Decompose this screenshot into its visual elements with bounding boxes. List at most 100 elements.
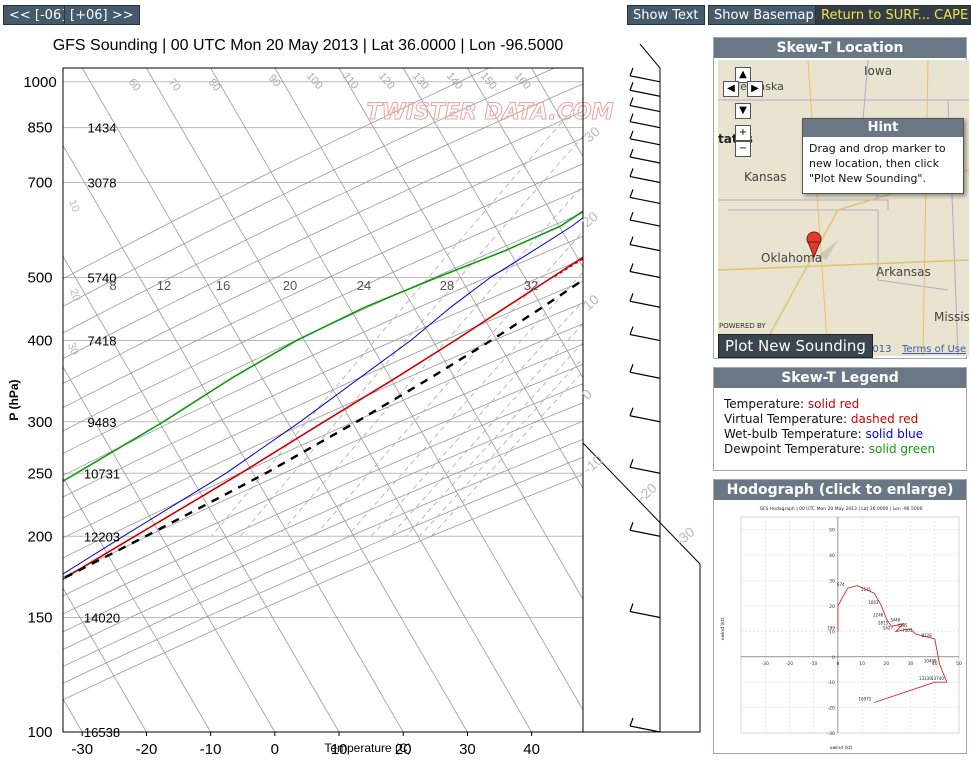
dry-adiabat-label: 80 — [206, 77, 223, 94]
wind-barb — [629, 156, 661, 164]
wind-barb-flag — [629, 82, 634, 91]
wind-barb-flag — [629, 211, 634, 221]
moist-adiabat-label: 0 — [579, 385, 595, 402]
dry-adiabat-line — [63, 402, 583, 633]
arrow-left-icon: ◀ — [727, 83, 735, 94]
legend-list: Temperature: solid red Virtual Temperatu… — [714, 388, 966, 466]
terms-of-use-link[interactable]: Terms of Use — [902, 344, 967, 355]
wind-barb-flag — [629, 148, 634, 158]
wind-barb-flag — [629, 189, 634, 198]
zoom-out-button[interactable]: − — [735, 141, 751, 157]
mixing-ratio-label: 8 — [109, 278, 116, 293]
dry-adiabat-label: 90 — [266, 73, 283, 90]
dry-adiabat-line — [63, 456, 583, 684]
zoom-in-button[interactable]: + — [735, 125, 751, 141]
wind-profile-frame — [582, 442, 701, 733]
map-background — [718, 60, 969, 356]
wind-barb-flag — [629, 130, 634, 140]
location-map[interactable]: Iowa Nebraska Kansas Oklahoma Arkansas M… — [718, 60, 969, 356]
dry-adiabat-label: 70 — [166, 77, 183, 94]
isotherm-line — [63, 366, 276, 732]
hodograph-height-label: 13740 — [931, 676, 944, 681]
pressure-tick-label: 250 — [27, 465, 52, 482]
legend-item-temperature: Temperature: solid red — [724, 397, 860, 411]
dry-adiabat-line — [63, 474, 583, 701]
moist-adiabat-label: -30 — [672, 523, 698, 548]
hodograph-x-label: uwind (kt) — [830, 745, 853, 751]
hodograph-panel-title: Hodograph (click to enlarge) — [714, 480, 966, 500]
pressure-tick-label: 100 — [27, 724, 52, 741]
hodograph-panel[interactable]: Hodograph (click to enlarge) GFS Hodogra… — [713, 479, 967, 754]
hodograph-height-label: 16075 — [858, 697, 871, 702]
wind-barb — [629, 415, 661, 423]
wind-barb — [629, 610, 661, 619]
height-label: 9483 — [88, 415, 117, 430]
hodograph-height-label: 3446 — [890, 618, 901, 623]
hodograph-chart[interactable]: GFS Hodograph | 00 UTC Mon 20 May 2013 |… — [715, 501, 967, 753]
pan-up-button[interactable]: ▲ — [735, 67, 751, 83]
wind-barb — [629, 89, 661, 97]
return-surface-cape-button[interactable]: Return to SURF... CAPE — [815, 5, 971, 25]
hodograph-height-label: 674 — [837, 582, 845, 587]
dry-adiabat-line — [63, 323, 583, 559]
wind-barb-flag — [629, 97, 634, 106]
dry-adiabat-line — [63, 383, 583, 615]
isotherm-line — [338, 68, 583, 490]
dry-adiabat-line — [63, 280, 583, 519]
hodograph-x-tick: 20 — [883, 661, 889, 667]
mixing-ratio-line — [419, 357, 583, 537]
legend-item-wet-bulb: Wet-bulb Temperature: solid blue — [724, 427, 924, 441]
prev-run-button[interactable]: << [-06] — [3, 5, 73, 25]
hodograph-x-tick: -20 — [786, 661, 793, 667]
wind-barb-flag — [629, 113, 634, 122]
dry-adiabat-line — [63, 302, 583, 539]
hodograph-y-tick: -30 — [828, 731, 835, 737]
moist-adiabat-label: 30 — [581, 123, 603, 145]
watermark-text: TWISTER DATA.COM — [367, 100, 614, 125]
pressure-tick-label: 400 — [27, 333, 52, 350]
wind-barb — [629, 104, 661, 113]
legend-panel-title: Skew-T Legend — [714, 368, 966, 388]
pressure-tick-label: 500 — [27, 270, 52, 287]
isotherm-line — [63, 255, 340, 732]
hodograph-x-tick: -30 — [762, 661, 769, 667]
hodograph-height-label: 5427 — [883, 625, 894, 630]
hodograph-x-tick: 50 — [956, 661, 962, 667]
show-basemap-button[interactable]: Show Basemap — [708, 5, 820, 25]
show-text-button[interactable]: Show Text — [627, 5, 705, 25]
hodograph-height-label: 1663 — [868, 600, 879, 605]
wind-barb-flag — [629, 407, 634, 416]
temperature-tick-label: 30 — [459, 741, 476, 758]
mixing-ratio-line — [405, 341, 583, 537]
legend-item-virtual-temperature: Virtual Temperature: dashed red — [724, 412, 919, 426]
pan-down-button[interactable]: ▼ — [735, 103, 751, 119]
temperature-tick-label: 40 — [523, 741, 540, 758]
arrow-down-icon: ▼ — [739, 105, 747, 116]
pan-right-button[interactable]: ▶ — [747, 81, 763, 97]
hint-popup: Hint Drag and drop marker to new locatio… — [802, 118, 964, 194]
dry-adiabat-line — [63, 212, 583, 454]
dry-adiabat-label: 150 — [478, 70, 499, 92]
mixing-ratio-label: 16 — [216, 278, 230, 293]
next-run-button[interactable]: [+06] >> — [64, 5, 140, 25]
pan-left-button[interactable]: ◀ — [723, 81, 739, 97]
mixing-ratio-line — [211, 97, 583, 537]
hodograph-x-tick: 10 — [859, 661, 865, 667]
mixing-ratio-line — [370, 300, 583, 537]
hodograph-y-tick: -20 — [828, 706, 835, 712]
dry-adiabat-line — [63, 110, 583, 360]
hodograph-height-label: 199 — [827, 625, 835, 630]
wind-barb — [629, 121, 661, 129]
isotherm-line — [596, 68, 705, 732]
arrow-up-icon: ▲ — [739, 69, 747, 80]
twister-data-watermark: TWISTER DATA.COM — [366, 100, 614, 126]
wind-barb — [629, 725, 661, 733]
wind-barb-flag — [629, 263, 634, 272]
mixing-ratio-line — [314, 231, 583, 537]
wind-barb-flag — [629, 364, 634, 373]
wind-barb-flag — [629, 717, 634, 727]
dry-adiabat-line — [63, 343, 583, 578]
dry-adiabat-line — [63, 68, 555, 307]
plot-new-sounding-button[interactable]: Plot New Sounding — [718, 334, 873, 358]
wind-barb — [629, 300, 661, 308]
